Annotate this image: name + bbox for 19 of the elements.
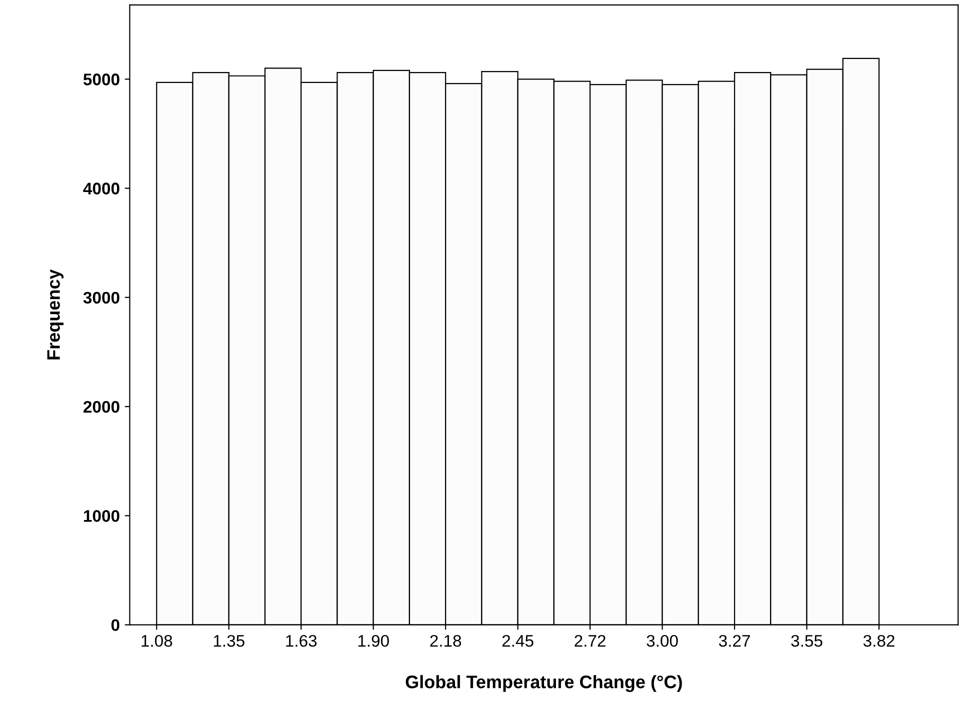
y-tick-label: 0 <box>111 619 120 632</box>
x-tick-label: 2.72 <box>574 634 606 647</box>
x-tick-label: 3.27 <box>718 634 750 647</box>
x-tick-label: 2.18 <box>430 634 462 647</box>
x-tick-label: 1.90 <box>358 634 389 647</box>
x-tick-label: 2.45 <box>502 634 534 647</box>
x-tick-label: 1.63 <box>286 634 317 647</box>
y-tick-label: 4000 <box>83 182 120 194</box>
x-tick-label: 1.08 <box>142 634 172 647</box>
x-tick-label: 3.00 <box>646 634 678 647</box>
x-tick-label: 3.82 <box>863 634 894 647</box>
y-tick-label: 3000 <box>83 292 120 304</box>
y-tick-label: 2000 <box>84 400 120 413</box>
y-axis-title: Frequency <box>47 269 64 360</box>
y-tick-label: 1000 <box>84 510 120 522</box>
x-tick-label: 1.35 <box>214 634 244 647</box>
x-tick-label: 3.55 <box>791 634 822 647</box>
x-axis-title: Global Temperature Change (°C) <box>406 675 682 692</box>
y-tick-label: 5000 <box>83 74 120 86</box>
